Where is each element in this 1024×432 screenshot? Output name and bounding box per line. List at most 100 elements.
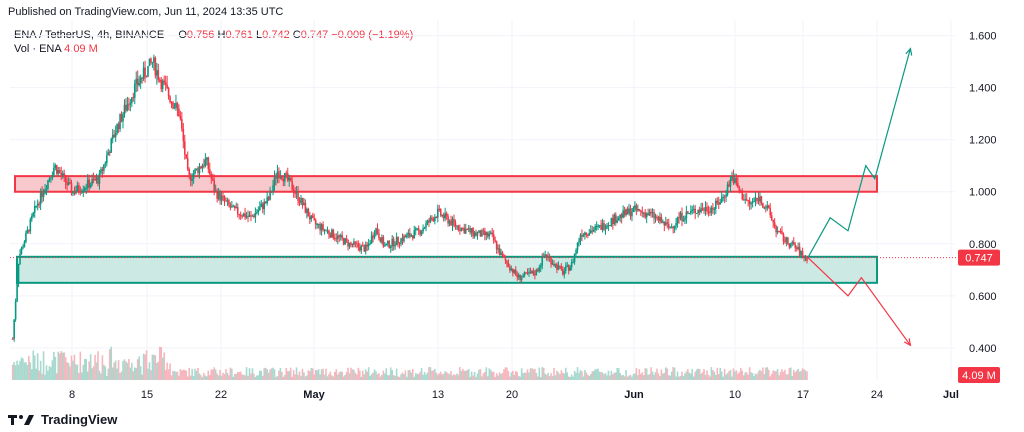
candle-body (578, 240, 580, 243)
candle-body (208, 169, 211, 175)
candle-body (342, 238, 345, 245)
candle-body (179, 116, 182, 120)
candle-body (122, 114, 124, 122)
volume-bar (423, 372, 426, 380)
volume-bar (245, 367, 248, 380)
volume-bar (113, 362, 115, 380)
volume-bar (141, 374, 143, 380)
volume-bar (279, 367, 282, 380)
volume-bar (122, 361, 124, 380)
candle-body (126, 104, 129, 111)
candle-body (201, 165, 204, 169)
candle-body (445, 213, 448, 217)
candle-body (14, 301, 17, 320)
candle-body (206, 157, 208, 160)
volume-bar (738, 372, 741, 380)
volume-bar (213, 367, 216, 380)
candle-body (741, 191, 744, 200)
candle-body (420, 231, 423, 235)
candle-body (657, 217, 660, 221)
candle-body (439, 208, 442, 216)
volume-bar (782, 371, 785, 380)
candle-body (128, 104, 130, 106)
candle-body (464, 228, 467, 234)
volume-bar (326, 376, 329, 380)
candle-body (682, 220, 685, 222)
volume-bar (242, 374, 245, 380)
candle-body (419, 230, 421, 235)
candle-body (264, 201, 267, 204)
candle-body (217, 191, 220, 199)
price-tick-label: 1.400 (969, 83, 997, 95)
volume-bar (23, 362, 26, 380)
volume-bar (257, 375, 260, 380)
candle-body (460, 227, 463, 231)
candle-body (47, 180, 49, 189)
volume-bar (63, 352, 65, 380)
volume-bar (660, 369, 663, 380)
volume-bar (117, 360, 120, 380)
volume-bar (539, 376, 542, 380)
volume-bar (128, 358, 130, 380)
candle-body (782, 233, 785, 242)
candle-body (463, 227, 466, 234)
candle-body (356, 243, 358, 245)
volume-bar (222, 372, 224, 380)
candle-body (491, 232, 494, 235)
candle-body (740, 190, 742, 192)
candle-body (790, 243, 792, 248)
volume-bar (591, 371, 594, 380)
volume-bar (517, 376, 520, 380)
volume-bar (725, 374, 727, 380)
candle-body (541, 256, 544, 266)
candle-body (261, 203, 264, 210)
candle-body (259, 207, 261, 211)
volume-bar (69, 366, 71, 380)
volume-bar (376, 374, 379, 380)
volume-bar (598, 371, 601, 380)
volume-bar (89, 354, 92, 380)
volume-legend: Vol · ENA 4.09 M (14, 43, 98, 55)
volume-bar (183, 369, 186, 380)
price-tick-label: 0.400 (969, 343, 997, 355)
volume-bar (715, 375, 717, 380)
volume-bar (372, 372, 374, 380)
volume-bar (335, 369, 338, 380)
price-chart[interactable]: 0.400 0.600 0.800 1.000 1.200 1.400 1.600 0.747… (0, 0, 1024, 410)
candle-body (306, 208, 308, 213)
volume-bar (163, 352, 165, 380)
volume-bar (735, 370, 738, 380)
candle-body (48, 178, 51, 181)
candle-body (72, 191, 74, 194)
candle-body (222, 195, 224, 197)
volume-bar (369, 375, 371, 380)
volume-bar (88, 361, 90, 380)
volume-bar (604, 373, 607, 380)
volume-bar (447, 373, 449, 380)
volume-bar (314, 369, 317, 380)
volume-bar (690, 373, 692, 380)
candle-body (475, 232, 477, 236)
volume-bar (601, 372, 604, 380)
candle-body (98, 173, 101, 184)
volume-bar (278, 370, 280, 380)
candle-body (307, 208, 310, 217)
candle-body (620, 214, 623, 218)
tradingview-brand[interactable]: TradingView (8, 412, 117, 427)
volume-bar (192, 376, 195, 380)
candle-body (164, 82, 167, 85)
volume-bar (710, 367, 713, 380)
volume-bar (460, 370, 463, 380)
volume-bar (336, 374, 339, 380)
candle-body (372, 235, 374, 238)
candle-body (386, 241, 389, 244)
volume-bar (70, 355, 73, 380)
candle-body (350, 242, 352, 244)
candle-body (338, 235, 341, 237)
open-label: O (178, 29, 187, 41)
candle-body (285, 173, 288, 175)
volume-bar (100, 373, 102, 380)
volume-bar (185, 370, 188, 380)
candle-body (648, 211, 651, 216)
volume-bar (757, 371, 760, 380)
